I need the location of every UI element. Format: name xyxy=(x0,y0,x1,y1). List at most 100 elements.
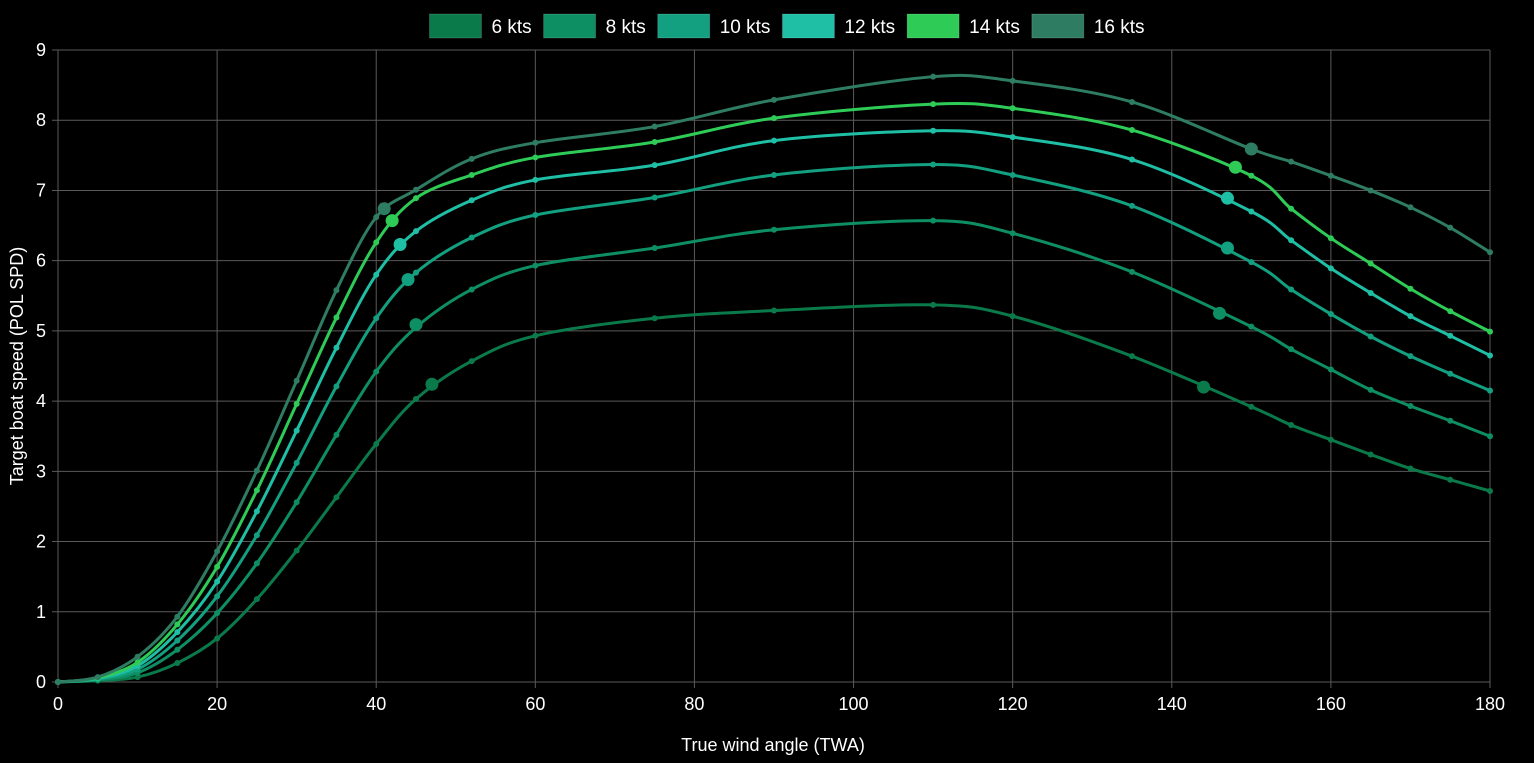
legend-swatch[interactable] xyxy=(1031,13,1085,39)
data-point xyxy=(1367,333,1374,340)
data-point xyxy=(413,396,419,403)
x-axis-title: True wind angle (TWA) xyxy=(681,735,865,755)
data-point xyxy=(1327,311,1334,318)
data-point xyxy=(174,660,181,667)
data-point xyxy=(1009,313,1016,320)
data-point xyxy=(1129,127,1135,134)
x-tick-label: 140 xyxy=(1157,694,1187,714)
legend-label: 16 kts xyxy=(1094,17,1145,38)
data-point xyxy=(293,547,300,554)
optimal-angle-point xyxy=(1244,142,1258,156)
data-point xyxy=(930,127,937,134)
x-tick-label: 60 xyxy=(525,694,545,714)
data-point xyxy=(1248,172,1255,179)
data-point xyxy=(1487,387,1493,394)
data-point xyxy=(214,610,221,617)
data-point xyxy=(214,635,221,642)
data-point xyxy=(253,532,260,539)
optimal-angle-point xyxy=(1220,191,1234,205)
data-point xyxy=(1129,353,1135,360)
data-point xyxy=(651,245,658,252)
optimal-angle-point xyxy=(377,202,391,216)
series-line xyxy=(57,73,1491,684)
data-point xyxy=(413,195,419,202)
optimal-angle-point xyxy=(1197,380,1211,394)
data-point xyxy=(373,214,380,221)
data-point xyxy=(1248,323,1255,330)
axes: 0 20 40 60 80 100 120 140 160 180 0 1 2 3 4 5 6 7 8 9 xyxy=(36,40,1505,714)
data-point xyxy=(468,171,475,178)
series-6-kts xyxy=(55,301,1493,685)
data-point xyxy=(1009,105,1016,112)
series-lines xyxy=(55,73,1493,685)
y-axis-title: Target boat speed (POL SPD) xyxy=(7,247,27,485)
y-tick-label: 5 xyxy=(36,321,46,341)
legend-label: 6 kts xyxy=(491,17,531,38)
y-tick-label: 7 xyxy=(36,180,46,200)
y-tick-label: 8 xyxy=(36,110,46,130)
data-point xyxy=(174,613,181,620)
data-point xyxy=(293,377,300,384)
data-point xyxy=(1367,260,1374,267)
data-point xyxy=(373,315,380,322)
x-tick-label: 180 xyxy=(1475,694,1505,714)
data-point xyxy=(413,186,419,193)
data-point xyxy=(174,637,181,644)
data-point xyxy=(333,314,340,321)
optimal-angle-point xyxy=(385,214,399,228)
data-point xyxy=(1288,286,1295,293)
data-point xyxy=(1407,285,1414,292)
data-point xyxy=(1129,156,1135,163)
data-point xyxy=(94,674,101,681)
legend-swatch[interactable] xyxy=(543,13,597,39)
data-point xyxy=(333,494,340,501)
series-line xyxy=(57,162,1491,684)
data-point xyxy=(1407,313,1414,320)
data-point xyxy=(930,161,937,168)
data-point xyxy=(373,271,380,278)
data-point xyxy=(468,286,475,293)
data-point xyxy=(532,212,539,219)
data-point xyxy=(1288,205,1295,212)
data-point xyxy=(1327,366,1334,373)
y-tick-label: 0 xyxy=(36,672,46,692)
data-point xyxy=(532,154,539,161)
legend-swatch[interactable] xyxy=(906,13,960,39)
optimal-angle-point xyxy=(425,377,439,391)
legend-swatch[interactable] xyxy=(781,13,835,39)
data-point xyxy=(1447,308,1454,315)
data-point xyxy=(55,679,61,685)
data-point xyxy=(532,139,539,146)
series-line xyxy=(57,219,1491,684)
y-tick-label: 1 xyxy=(36,602,46,622)
legend-swatch[interactable] xyxy=(657,13,711,39)
data-point xyxy=(651,138,658,145)
data-point xyxy=(134,659,141,666)
legend: 6 kts 8 kts 10 kts 12 kts 14 kts 16 kts xyxy=(428,13,1145,39)
optimal-angle-point xyxy=(1220,241,1234,255)
optimal-angle-point xyxy=(409,318,423,332)
data-point xyxy=(771,137,777,144)
data-point xyxy=(1367,451,1374,458)
grid xyxy=(52,49,1491,688)
data-point xyxy=(293,400,300,407)
data-point xyxy=(1487,352,1493,359)
legend-swatch[interactable] xyxy=(428,13,482,39)
data-point xyxy=(1327,436,1334,443)
data-point xyxy=(1288,237,1295,244)
data-point xyxy=(214,578,221,585)
x-tick-label: 40 xyxy=(366,694,386,714)
x-tick-label: 20 xyxy=(207,694,227,714)
data-point xyxy=(1407,353,1414,360)
data-point xyxy=(1009,230,1016,237)
data-point xyxy=(253,487,260,494)
data-point xyxy=(651,315,658,322)
data-point xyxy=(771,115,777,122)
data-point xyxy=(1009,134,1016,141)
data-point xyxy=(293,499,300,506)
data-point xyxy=(468,197,475,204)
data-point xyxy=(1447,332,1454,339)
data-point xyxy=(1447,370,1454,377)
